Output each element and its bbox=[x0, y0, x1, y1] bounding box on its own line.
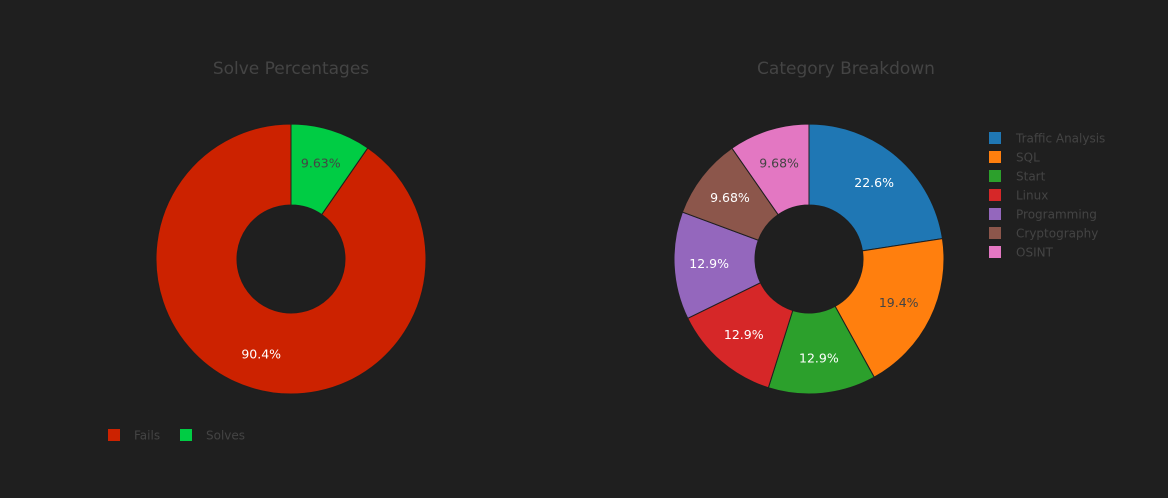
legend-item-cryptography[interactable]: Cryptography bbox=[989, 227, 1098, 241]
slice-traffic-analysis[interactable] bbox=[808, 123, 944, 252]
legend-swatch-sql bbox=[989, 151, 1001, 163]
slice-solves[interactable] bbox=[290, 123, 369, 216]
legend-item-traffic-analysis[interactable]: Traffic Analysis bbox=[989, 132, 1105, 146]
legend-item-solves[interactable]: Solves bbox=[180, 429, 245, 443]
category-breakdown-donut: 22.6% 19.4% 12.9% 12.9% 12.9% 9.68% 9.68% bbox=[673, 123, 945, 395]
legend-swatch-cryptography bbox=[989, 227, 1001, 239]
slice-label-osint: 9.68% bbox=[759, 156, 799, 171]
legend-swatch-linux bbox=[989, 189, 1001, 201]
legend-item-fails[interactable]: Fails bbox=[108, 429, 160, 443]
legend-label-solves: Solves bbox=[206, 429, 245, 443]
legend-label-sql: SQL bbox=[1016, 151, 1040, 165]
legend-item-start[interactable]: Start bbox=[989, 170, 1046, 184]
legend-swatch-osint bbox=[989, 246, 1001, 258]
legend-label-programming: Programming bbox=[1016, 208, 1097, 222]
slice-label-sql: 19.4% bbox=[879, 295, 919, 310]
legend-item-sql[interactable]: SQL bbox=[989, 151, 1040, 165]
legend-label-traffic-analysis: Traffic Analysis bbox=[1015, 132, 1105, 146]
legend-swatch-programming bbox=[989, 208, 1001, 220]
category-breakdown-title: Category Breakdown bbox=[757, 59, 935, 79]
legend-label-osint: OSINT bbox=[1016, 246, 1054, 260]
slice-label-start: 12.9% bbox=[799, 351, 839, 366]
slice-label-cryptography: 9.68% bbox=[710, 190, 750, 205]
slice-fails[interactable] bbox=[155, 123, 427, 395]
solve-percentages-legend: Fails Solves bbox=[108, 429, 245, 443]
legend-label-cryptography: Cryptography bbox=[1016, 227, 1098, 241]
slice-label-traffic-analysis: 22.6% bbox=[854, 175, 894, 190]
legend-item-osint[interactable]: OSINT bbox=[989, 246, 1054, 260]
legend-label-start: Start bbox=[1016, 170, 1046, 184]
category-breakdown-legend: Traffic Analysis SQL Start Linux Programming… bbox=[989, 132, 1105, 260]
legend-swatch-traffic-analysis bbox=[989, 132, 1001, 144]
solve-percentages-title: Solve Percentages bbox=[213, 59, 369, 79]
slice-sql[interactable] bbox=[834, 238, 945, 378]
legend-swatch-start bbox=[989, 170, 1001, 182]
slice-label-programming: 12.9% bbox=[689, 256, 729, 271]
legend-swatch-solves bbox=[180, 429, 192, 441]
legend-item-linux[interactable]: Linux bbox=[989, 189, 1048, 203]
legend-label-fails: Fails bbox=[134, 429, 160, 443]
slice-label-solves: 9.63% bbox=[301, 156, 341, 171]
slice-osint[interactable] bbox=[731, 123, 810, 216]
slice-label-fails: 90.4% bbox=[241, 346, 281, 361]
legend-item-programming[interactable]: Programming bbox=[989, 208, 1097, 222]
solve-percentages-donut: 90.4% 9.63% bbox=[155, 123, 427, 395]
legend-swatch-fails bbox=[108, 429, 120, 441]
slice-label-linux: 12.9% bbox=[724, 327, 764, 342]
legend-label-linux: Linux bbox=[1016, 189, 1048, 203]
